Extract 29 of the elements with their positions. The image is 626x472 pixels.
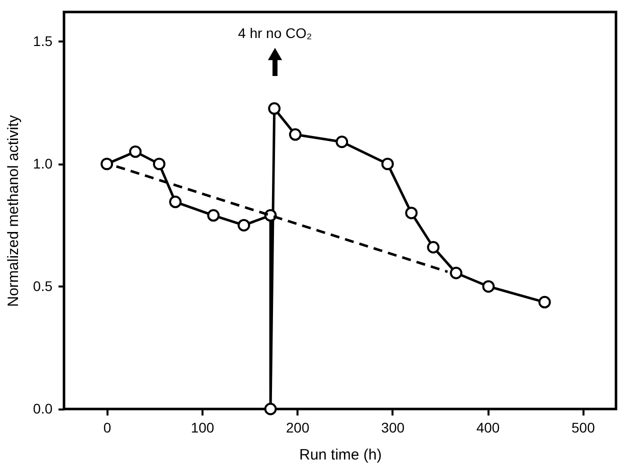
y-tick-label: 0.0 — [33, 400, 53, 416]
point — [268, 102, 281, 115]
x-axis-title: Run time (h) — [299, 446, 382, 464]
y-tick-label: 1.0 — [33, 155, 53, 172]
point — [152, 158, 166, 170]
point — [427, 241, 440, 254]
point — [482, 280, 495, 293]
y-axis-title: Normalized methanol activity — [5, 114, 22, 307]
x-tick-label: 400 — [476, 420, 500, 436]
point — [129, 145, 142, 158]
x-tick-label: 200 — [286, 420, 310, 436]
point — [100, 158, 114, 170]
point — [381, 158, 394, 170]
y-tick-label: 0.5 — [33, 278, 53, 294]
annotation: 4 hr no CO₂ — [238, 25, 312, 41]
y-tick-label: 1.5 — [33, 32, 53, 49]
point — [207, 209, 220, 222]
point — [336, 136, 348, 148]
point — [289, 128, 302, 141]
x-tick-label: 0 — [103, 420, 112, 436]
point — [264, 402, 277, 416]
point — [238, 218, 250, 232]
point — [169, 196, 182, 208]
point — [405, 206, 418, 220]
x-tick-label: 500 — [572, 420, 596, 436]
x-tick-label: 100 — [190, 420, 214, 436]
point — [450, 266, 462, 280]
x-tick-label: 300 — [381, 420, 405, 436]
point — [538, 296, 551, 308]
